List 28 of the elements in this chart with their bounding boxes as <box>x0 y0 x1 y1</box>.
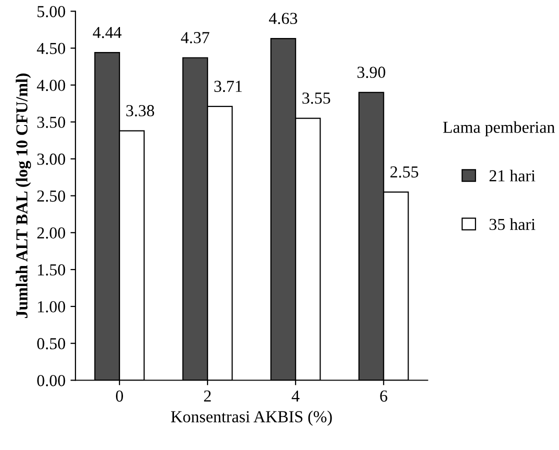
y-tick-label: 2.00 <box>37 227 66 239</box>
y-tick-label: 4.50 <box>36 42 66 54</box>
data-label: 4.63 <box>268 12 298 24</box>
legend-title: Lama pemberian <box>443 121 555 136</box>
data-label: 4.44 <box>92 26 122 38</box>
data-label: 4.37 <box>180 32 210 44</box>
x-axis-title: Konsentrasi AKBIS (%) <box>171 410 332 426</box>
y-tick-label: 3.50 <box>37 116 66 128</box>
y-axis-title: Jumlah ALT BAL (log 10 CFU/ml) <box>16 74 32 318</box>
data-label: 3.71 <box>214 80 242 92</box>
y-tick-label: 1.00 <box>38 301 66 312</box>
y-tick-label: 3.00 <box>37 154 66 165</box>
legend-label: 35 hari <box>490 218 536 230</box>
x-tick-label: 2 <box>204 390 211 402</box>
y-tick-label: 4.00 <box>36 80 66 92</box>
legend-label: 21 hari <box>490 170 536 182</box>
y-tick-label: 1.50 <box>38 264 66 276</box>
y-tick-label: 0.00 <box>37 374 66 386</box>
data-label: 3.55 <box>302 92 330 104</box>
data-label: 3.38 <box>126 105 154 116</box>
x-tick-label: 4 <box>292 390 300 402</box>
data-label: 3.90 <box>358 66 386 78</box>
y-tick-label: 5.00 <box>38 6 66 18</box>
y-tick-label: 2.50 <box>37 190 66 202</box>
y-tick-label: 0.50 <box>37 338 66 350</box>
data-label: 2.55 <box>390 166 418 178</box>
x-tick-label: 6 <box>380 390 388 402</box>
x-tick-label: 0 <box>116 390 124 402</box>
